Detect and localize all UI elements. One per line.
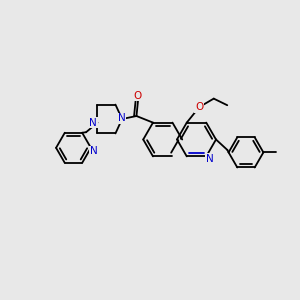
Text: N: N: [206, 154, 214, 164]
Text: O: O: [134, 91, 142, 100]
Text: N: N: [90, 146, 98, 156]
Text: O: O: [195, 102, 203, 112]
Text: N: N: [118, 113, 125, 123]
Text: N: N: [89, 118, 97, 128]
